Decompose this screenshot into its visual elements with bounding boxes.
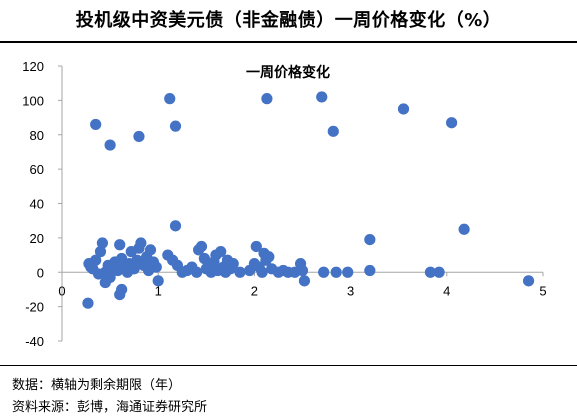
data-point bbox=[458, 223, 470, 235]
chart-axes: -40 -20 0 20 40 60 80 100 120 0 1 2 3 4 5 bbox=[22, 59, 546, 349]
data-point bbox=[169, 120, 182, 132]
data-point bbox=[104, 139, 116, 151]
x-tick-label: 3 bbox=[347, 283, 354, 298]
data-point bbox=[215, 246, 227, 258]
data-point bbox=[227, 258, 239, 270]
data-point bbox=[96, 237, 109, 249]
y-tick-label: -40 bbox=[25, 334, 44, 349]
data-point bbox=[263, 251, 275, 263]
y-tick-label: 100 bbox=[22, 93, 44, 108]
data-point bbox=[135, 237, 147, 249]
data-point bbox=[446, 117, 458, 129]
data-point bbox=[133, 130, 145, 143]
x-tick-label: 4 bbox=[443, 283, 450, 298]
y-tick-label: 120 bbox=[22, 59, 44, 74]
chart-points bbox=[82, 91, 535, 309]
data-point bbox=[397, 103, 410, 115]
data-point bbox=[250, 240, 262, 253]
data-point bbox=[169, 220, 182, 232]
data-point bbox=[195, 240, 208, 253]
data-point bbox=[342, 266, 354, 278]
data-point bbox=[150, 261, 162, 273]
data-point bbox=[144, 244, 157, 256]
data-point bbox=[256, 266, 268, 278]
y-tick-label: 20 bbox=[30, 231, 44, 246]
data-point bbox=[191, 266, 203, 278]
data-point bbox=[522, 275, 535, 287]
data-point bbox=[318, 266, 330, 278]
data-point bbox=[234, 266, 246, 278]
footer-divider bbox=[0, 365, 577, 366]
x-tick-label: 2 bbox=[251, 283, 258, 298]
data-point bbox=[364, 233, 376, 246]
y-tick-label: 60 bbox=[30, 162, 44, 177]
scatter-chart: -40 -20 0 20 40 60 80 100 120 0 1 2 3 4 5 一周价格变化 bbox=[22, 59, 546, 349]
data-point bbox=[128, 263, 140, 275]
data-point bbox=[298, 275, 311, 287]
y-tick-label: 80 bbox=[30, 128, 44, 143]
x-tick-label: 0 bbox=[58, 283, 65, 298]
data-point bbox=[330, 266, 342, 278]
data-point bbox=[152, 275, 164, 287]
y-tick-label: -20 bbox=[25, 300, 44, 315]
data-point bbox=[433, 266, 445, 278]
data-point bbox=[424, 266, 437, 278]
data-point bbox=[327, 125, 339, 137]
data-point bbox=[164, 93, 176, 105]
data-point bbox=[114, 239, 126, 251]
footnote-data-note: 数据：横轴为剩余期限（年） bbox=[12, 378, 182, 393]
data-point bbox=[296, 264, 309, 277]
data-point bbox=[90, 254, 102, 266]
y-tick-label: 0 bbox=[37, 265, 44, 280]
data-point bbox=[261, 93, 273, 105]
data-point bbox=[316, 91, 328, 103]
data-point bbox=[82, 297, 94, 309]
x-tick-label: 1 bbox=[155, 283, 162, 298]
x-tick-label: 5 bbox=[539, 283, 546, 298]
data-point bbox=[94, 246, 107, 258]
title-divider bbox=[0, 41, 577, 43]
data-point bbox=[104, 271, 116, 284]
y-tick-label: 40 bbox=[30, 197, 44, 212]
footnote-source: 资料来源：彭博，海通证券研究所 bbox=[12, 400, 208, 415]
page-title: 投机级中资美元债（非金融债）一周价格变化（%） bbox=[75, 10, 502, 31]
data-point bbox=[90, 118, 102, 131]
chart-title: 一周价格变化 bbox=[246, 64, 330, 81]
data-point bbox=[364, 264, 376, 277]
data-point bbox=[116, 283, 128, 296]
